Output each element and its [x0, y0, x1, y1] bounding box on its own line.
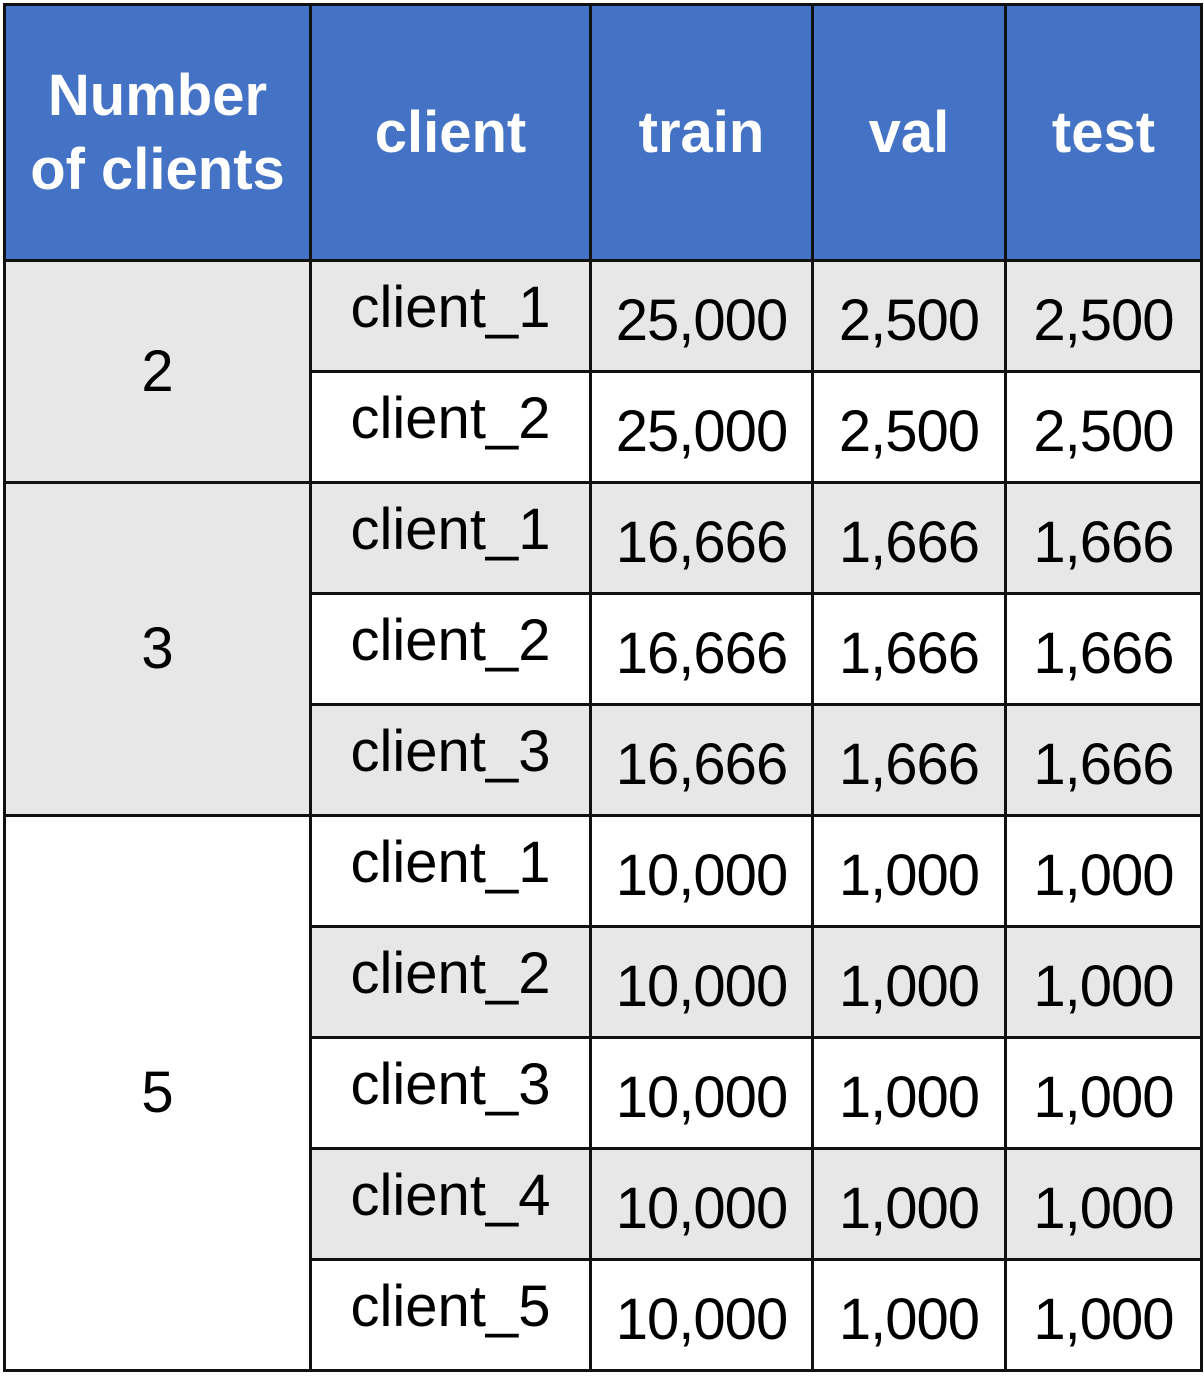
- train-cell: 16,666: [589, 481, 814, 595]
- train-cell: 10,000: [589, 1258, 814, 1372]
- client-cell: client_3: [309, 1036, 592, 1150]
- table-header: Number of clients client train val test: [3, 3, 1203, 262]
- test-cell: 1,666: [1004, 703, 1203, 817]
- header-number-of-clients: Number of clients: [3, 3, 312, 262]
- table-row: 3 client_1 16,666 1,666 1,666: [3, 481, 1203, 817]
- test-cell: 1,666: [1004, 592, 1203, 706]
- test-cell: 1,000: [1004, 1258, 1203, 1372]
- test-cell: 1,000: [1004, 1036, 1203, 1150]
- val-cell: 1,000: [811, 1036, 1007, 1150]
- val-cell: 1,666: [811, 592, 1007, 706]
- header-client: client: [309, 3, 592, 262]
- val-cell: 2,500: [811, 259, 1007, 373]
- data-split-table-container: Number of clients client train val test …: [3, 3, 1203, 1372]
- table-row: 2 client_1 25,000 2,500 2,500: [3, 259, 1203, 484]
- client-cell: client_1: [309, 814, 592, 928]
- group-cell-3: 3: [3, 481, 312, 817]
- val-cell: 1,000: [811, 1147, 1007, 1261]
- header-row: Number of clients client train val test: [3, 3, 1203, 262]
- table-body: 2 client_1 25,000 2,500 2,500 client_2 2…: [3, 259, 1203, 1372]
- client-cell: client_2: [309, 592, 592, 706]
- test-cell: 1,000: [1004, 1147, 1203, 1261]
- test-cell: 2,500: [1004, 370, 1203, 484]
- test-cell: 1,000: [1004, 925, 1203, 1039]
- client-cell: client_1: [309, 481, 592, 595]
- test-cell: 1,000: [1004, 814, 1203, 928]
- table-row: client_2 25,000 2,500 2,500: [4, 370, 1203, 484]
- val-cell: 1,000: [811, 1258, 1007, 1372]
- val-cell: 1,000: [811, 814, 1007, 928]
- header-train: train: [589, 3, 814, 262]
- client-cell: client_1: [309, 259, 592, 373]
- train-cell: 10,000: [589, 1036, 814, 1150]
- group-cell-5: 5: [3, 814, 312, 1372]
- client-cell: client_2: [309, 925, 592, 1039]
- train-cell: 16,666: [589, 592, 814, 706]
- header-val: val: [811, 3, 1007, 262]
- train-cell: 16,666: [589, 703, 814, 817]
- client-cell: client_3: [309, 703, 592, 817]
- test-cell: 2,500: [1004, 259, 1203, 373]
- val-cell: 1,666: [811, 703, 1007, 817]
- train-cell: 10,000: [589, 814, 814, 928]
- train-cell: 10,000: [589, 925, 814, 1039]
- group-cell-2: 2: [3, 259, 312, 484]
- table-row: 5 client_1 10,000 1,000 1,000: [3, 814, 1203, 1372]
- client-cell: client_2: [309, 370, 592, 484]
- client-cell: client_4: [309, 1147, 592, 1261]
- test-cell: 1,666: [1004, 481, 1203, 595]
- table-row: client_5 10,000 1,000 1,000: [4, 1258, 1203, 1372]
- val-cell: 2,500: [811, 370, 1007, 484]
- val-cell: 1,000: [811, 925, 1007, 1039]
- train-cell: 10,000: [589, 1147, 814, 1261]
- train-cell: 25,000: [589, 370, 814, 484]
- data-split-table: Number of clients client train val test …: [3, 3, 1203, 1372]
- header-test: test: [1004, 3, 1203, 262]
- train-cell: 25,000: [589, 259, 814, 373]
- client-cell: client_5: [309, 1258, 592, 1372]
- val-cell: 1,666: [811, 481, 1007, 595]
